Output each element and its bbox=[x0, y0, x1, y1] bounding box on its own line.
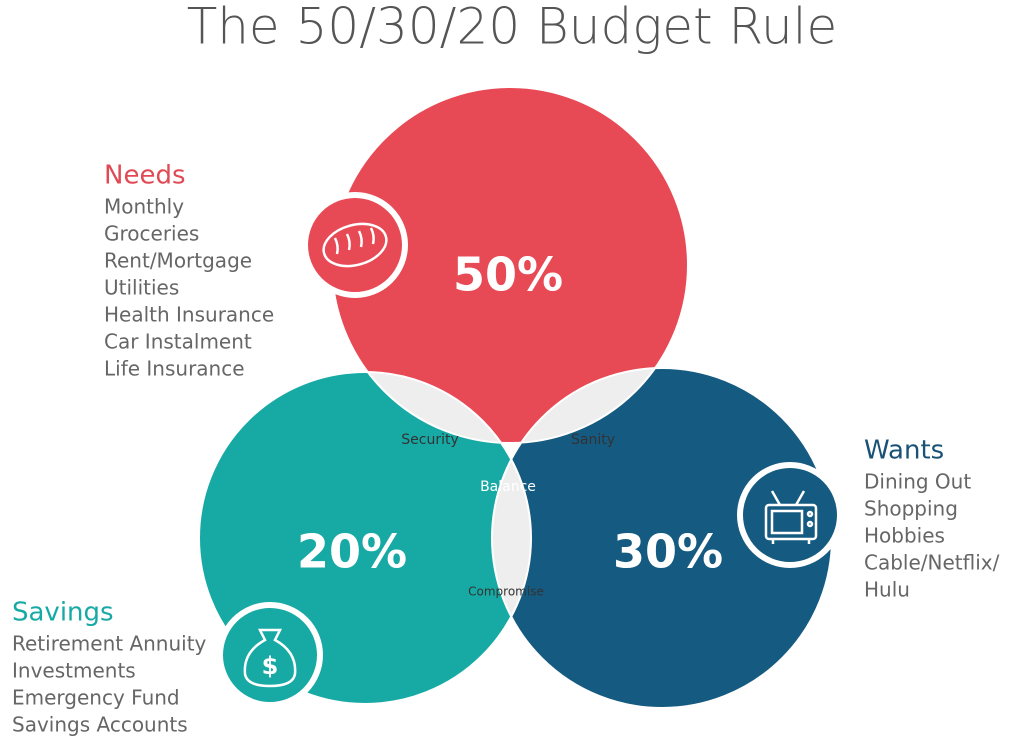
group-item: Hobbies bbox=[864, 524, 945, 548]
group-item: Monthly bbox=[104, 195, 184, 219]
group-item: Cable/Netflix/ bbox=[864, 551, 1000, 575]
group-item: Health Insurance bbox=[104, 303, 274, 327]
overlap-label: Sanity bbox=[571, 432, 615, 448]
group-item: Hulu bbox=[864, 578, 910, 602]
bread-icon bbox=[302, 192, 408, 298]
percent: 30% bbox=[613, 525, 723, 579]
group-label: Wants bbox=[864, 436, 944, 466]
group-item: Utilities bbox=[104, 276, 179, 300]
group-item: Investments bbox=[12, 659, 136, 683]
group-item: Groceries bbox=[104, 222, 199, 246]
texts: The 50/30/20 Budget Rule Needs Monthly Groc… bbox=[12, 0, 1000, 737]
group-label: Needs bbox=[104, 161, 186, 191]
overlap-label: Compromise bbox=[468, 585, 544, 599]
group-item: Car Instalment bbox=[104, 330, 252, 354]
svg-text:$: $ bbox=[262, 652, 279, 680]
needs-circle bbox=[332, 87, 688, 443]
group-item: Emergency Fund bbox=[12, 686, 180, 710]
overlap-label: Balance bbox=[480, 479, 536, 495]
group-label: Savings bbox=[12, 598, 114, 628]
money-bag-icon bbox=[217, 602, 323, 708]
group-item: Shopping bbox=[864, 497, 958, 521]
tv-icon bbox=[737, 462, 843, 568]
title: The 50/30/20 Budget Rule bbox=[187, 0, 838, 56]
overlap-label: Security bbox=[401, 432, 459, 448]
group-item: Retirement Annuity bbox=[12, 632, 207, 656]
percent: 20% bbox=[297, 525, 407, 579]
group-item: Savings Accounts bbox=[12, 713, 188, 737]
icons: $ bbox=[217, 192, 843, 708]
wants-circle bbox=[492, 368, 832, 708]
percent: 50% bbox=[453, 248, 563, 302]
venn bbox=[198, 86, 833, 709]
group-item: Rent/Mortgage bbox=[104, 249, 252, 273]
group-item: Dining Out bbox=[864, 470, 971, 494]
group-item: Life Insurance bbox=[104, 357, 245, 381]
